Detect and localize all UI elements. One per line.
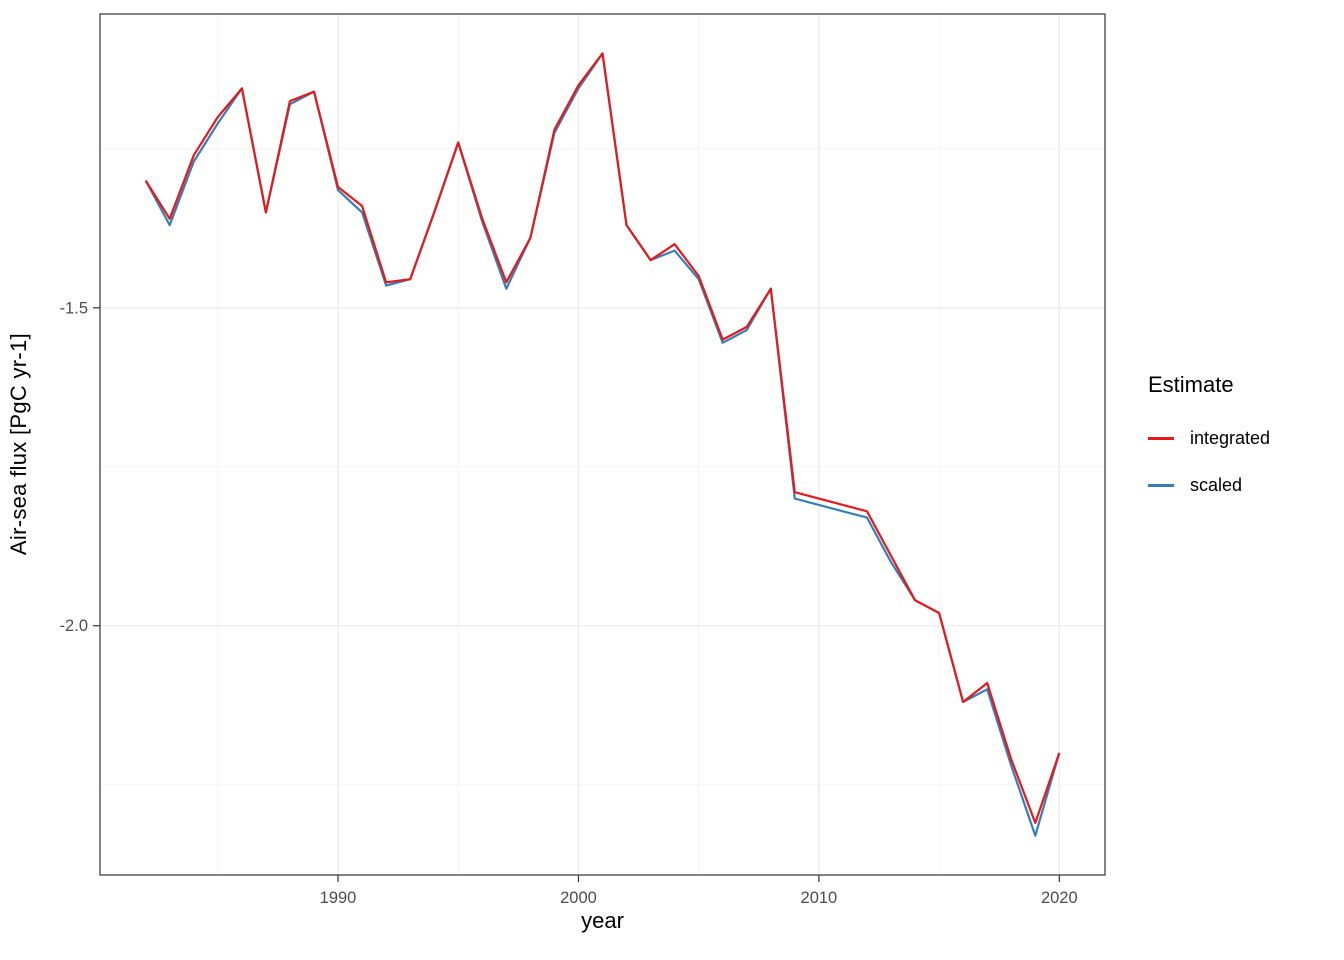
y-tick-label: -2.0 (60, 617, 88, 635)
x-tick-label: 2010 (801, 889, 838, 907)
x-tick-label: 1990 (320, 889, 357, 907)
legend-label-scaled: scaled (1190, 475, 1243, 495)
y-axis-title: Air-sea flux [PgC yr-1] (6, 14, 32, 875)
legend-swatch-integrated (1148, 437, 1174, 440)
y-axis-title-text: Air-sea flux [PgC yr-1] (6, 333, 31, 556)
panel-border (99, 13, 1106, 876)
legend-swatch-scaled (1148, 484, 1174, 487)
legend-item-integrated: integrated (1148, 428, 1338, 449)
legend-title: Estimate (1148, 372, 1234, 397)
y-tick-label: -1.5 (60, 299, 88, 317)
x-tick-label: 2020 (1041, 889, 1078, 907)
legend-label-integrated: integrated (1190, 428, 1271, 448)
series-line-integrated (144, 52, 1061, 825)
x-tick-label: 2000 (560, 889, 597, 907)
panel-background (100, 14, 1105, 875)
legend: Estimate integrated scaled (1148, 372, 1338, 522)
x-axis-title: year (581, 908, 624, 933)
legend-item-scaled: scaled (1148, 475, 1338, 496)
